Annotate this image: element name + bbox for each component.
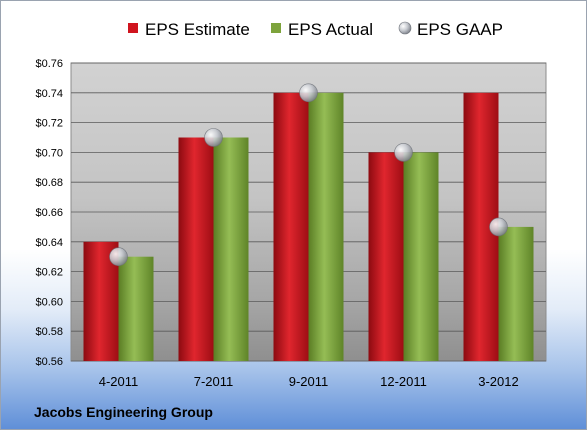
x-tick-label: 9-2011 [289, 374, 329, 389]
y-tick-label: $0.56 [35, 356, 63, 368]
eps-actual-bar [498, 226, 534, 361]
eps-estimate-bar [273, 92, 309, 362]
y-tick-label: $0.60 [35, 296, 63, 308]
y-tick-label: $0.62 [35, 267, 63, 279]
company-label: Jacobs Engineering Group [34, 404, 213, 420]
legend-label: EPS Estimate [145, 20, 250, 39]
gaap-markers [109, 83, 508, 266]
eps-estimate-bar [368, 152, 404, 361]
y-axis-ticks: $0.76 $0.74 $0.72 $0.70 $0.68 $0.66 $0.64 $0.62… [35, 58, 63, 368]
eps-gaap-marker [109, 247, 128, 266]
y-tick-label: $0.68 [35, 177, 63, 189]
legend: EPS Estimate EPS Actual EPS GAAP [128, 20, 503, 39]
x-tick-label: 4-2011 [99, 374, 139, 389]
y-tick-label: $0.70 [35, 147, 63, 159]
eps-actual-bar [213, 137, 249, 361]
legend-swatch [271, 23, 281, 33]
eps-actual-bar [403, 152, 439, 361]
eps-gaap-marker [489, 217, 508, 237]
x-tick-label: 3-2012 [478, 374, 518, 389]
eps-actual-bar [118, 256, 154, 361]
legend-swatch [398, 21, 412, 35]
legend-label: EPS GAAP [417, 20, 503, 39]
legend-label: EPS Actual [288, 20, 373, 39]
eps-gaap-marker [394, 143, 413, 162]
legend-swatch [128, 23, 138, 33]
eps-gaap-marker [299, 83, 318, 103]
x-axis-ticks: 4-2011 7-2011 9-2011 12-2011 3-2012 [99, 374, 519, 389]
y-tick-label: $0.76 [35, 58, 63, 70]
eps-gaap-marker [204, 128, 223, 147]
y-tick-label: $0.58 [35, 326, 63, 338]
eps-estimate-bar [178, 137, 214, 361]
x-tick-label: 12-2011 [380, 374, 427, 389]
y-tick-label: $0.72 [35, 118, 63, 130]
y-tick-label: $0.64 [35, 237, 63, 249]
bars [83, 92, 534, 362]
eps-actual-bar [308, 92, 344, 362]
y-tick-label: $0.66 [35, 207, 63, 219]
y-tick-label: $0.74 [35, 88, 63, 100]
x-tick-label: 7-2011 [194, 374, 234, 389]
